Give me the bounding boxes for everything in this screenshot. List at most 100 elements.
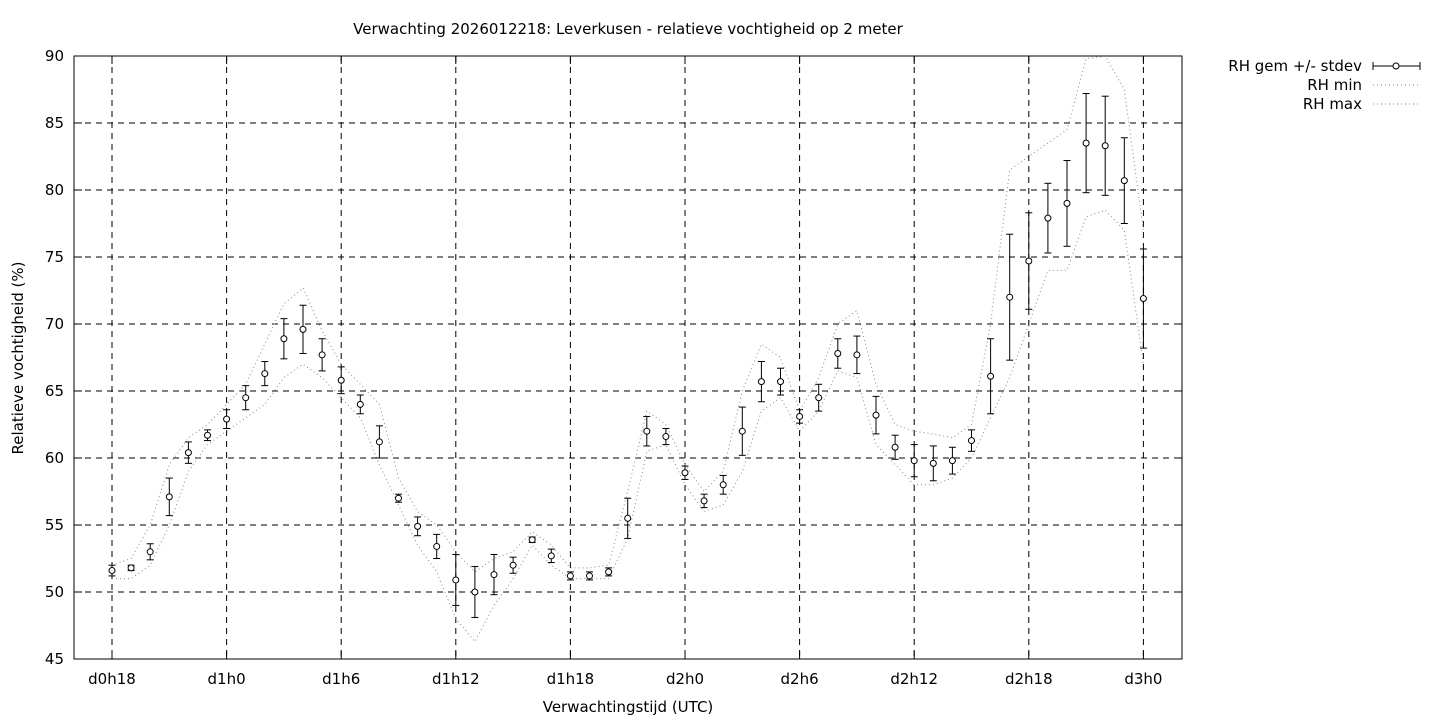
mean-marker <box>1063 199 1071 207</box>
data-point <box>299 304 307 354</box>
y-axis-label: Relatieve vochtigheid (%) <box>9 261 27 454</box>
data-point <box>127 564 135 572</box>
data-point <box>452 553 460 606</box>
data-point <box>337 366 345 395</box>
data-point <box>242 385 250 411</box>
legend-label: RH max <box>1303 95 1362 113</box>
mean-marker <box>1120 177 1128 185</box>
legend-label: RH gem +/- stdev <box>1228 57 1362 75</box>
y-tick-label: 60 <box>45 449 64 467</box>
data-point <box>528 536 536 544</box>
x-tick-label: d3h0 <box>1124 670 1162 688</box>
data-point <box>318 338 326 372</box>
mean-marker <box>929 459 937 467</box>
series-mean <box>108 93 1147 618</box>
mean-marker <box>738 427 746 435</box>
mean-marker <box>700 497 708 505</box>
data-point <box>547 548 555 564</box>
legend-label: RH min <box>1307 76 1362 94</box>
data-point <box>280 318 288 360</box>
data-point <box>624 497 632 539</box>
mean-marker <box>528 536 536 544</box>
data-point <box>738 406 746 456</box>
data-point <box>261 361 269 387</box>
data-point <box>223 409 231 430</box>
data-point <box>719 474 727 495</box>
data-point <box>796 409 804 424</box>
mean-marker <box>490 571 498 579</box>
data-point <box>108 564 116 577</box>
chart-title: Verwachting 2026012218: Leverkusen - rel… <box>353 20 904 38</box>
data-point <box>853 335 861 375</box>
x-tick-label: d2h18 <box>1005 670 1053 688</box>
mean-marker <box>184 449 192 457</box>
y-axis: 45 50 55 60 65 70 75 80 85 90 <box>45 47 1182 668</box>
mean-marker <box>204 431 211 439</box>
x-tick-label: d1h6 <box>322 670 360 688</box>
data-point <box>987 338 995 415</box>
data-point <box>1139 248 1147 349</box>
mean-marker <box>337 376 345 384</box>
data-point <box>815 383 823 412</box>
data-point <box>757 361 765 403</box>
data-point <box>146 543 154 561</box>
mean-marker <box>757 378 765 386</box>
data-point <box>1082 93 1090 194</box>
data-point <box>777 367 784 396</box>
mean-marker <box>547 552 555 560</box>
data-point <box>1044 182 1052 254</box>
mean-marker <box>1101 142 1109 150</box>
mean-marker <box>815 394 823 402</box>
y-tick-label: 75 <box>45 248 64 266</box>
mean-marker <box>566 572 574 580</box>
data-point <box>968 429 975 452</box>
mean-marker <box>395 494 402 502</box>
mean-marker <box>375 438 383 446</box>
y-tick-label: 45 <box>45 650 64 668</box>
mean-marker <box>891 443 899 451</box>
mean-marker <box>1044 214 1052 222</box>
data-point <box>700 493 708 509</box>
mean-marker <box>1082 139 1090 147</box>
legend-sample-marker <box>1392 62 1400 70</box>
mean-marker <box>146 548 154 556</box>
mean-marker <box>223 415 231 423</box>
mean-marker <box>108 567 116 575</box>
data-point <box>891 434 899 460</box>
y-tick-label: 90 <box>45 47 64 65</box>
series-min <box>112 209 1144 643</box>
mean-marker <box>356 400 364 408</box>
data-point <box>375 425 383 459</box>
mean-marker <box>987 372 995 380</box>
x-axis-label: Verwachtingstijd (UTC) <box>543 698 714 716</box>
data-point <box>433 533 441 559</box>
x-tick-label: d2h0 <box>666 670 704 688</box>
mean-marker <box>280 335 288 343</box>
y-tick-label: 80 <box>45 181 64 199</box>
data-point <box>929 445 937 482</box>
y-tick-label: 70 <box>45 315 64 333</box>
data-point <box>1120 137 1128 224</box>
rh-max-line <box>111 55 1144 573</box>
rh-min-line <box>112 209 1144 643</box>
mean-marker <box>719 481 727 489</box>
mean-marker <box>586 572 593 580</box>
data-point <box>872 395 880 435</box>
mean-marker <box>662 433 670 441</box>
mean-marker <box>242 394 250 402</box>
mean-marker <box>433 542 441 550</box>
x-tick-label: d1h0 <box>208 670 246 688</box>
data-point <box>165 477 173 517</box>
mean-marker <box>910 457 918 465</box>
data-point <box>662 428 670 446</box>
data-point <box>471 566 479 618</box>
grid <box>74 56 1182 659</box>
mean-marker <box>968 437 975 445</box>
mean-marker <box>796 412 804 420</box>
mean-marker <box>834 349 842 357</box>
mean-marker <box>624 514 632 522</box>
data-point <box>204 429 211 442</box>
data-point <box>490 553 498 596</box>
y-tick-label: 55 <box>45 516 64 534</box>
